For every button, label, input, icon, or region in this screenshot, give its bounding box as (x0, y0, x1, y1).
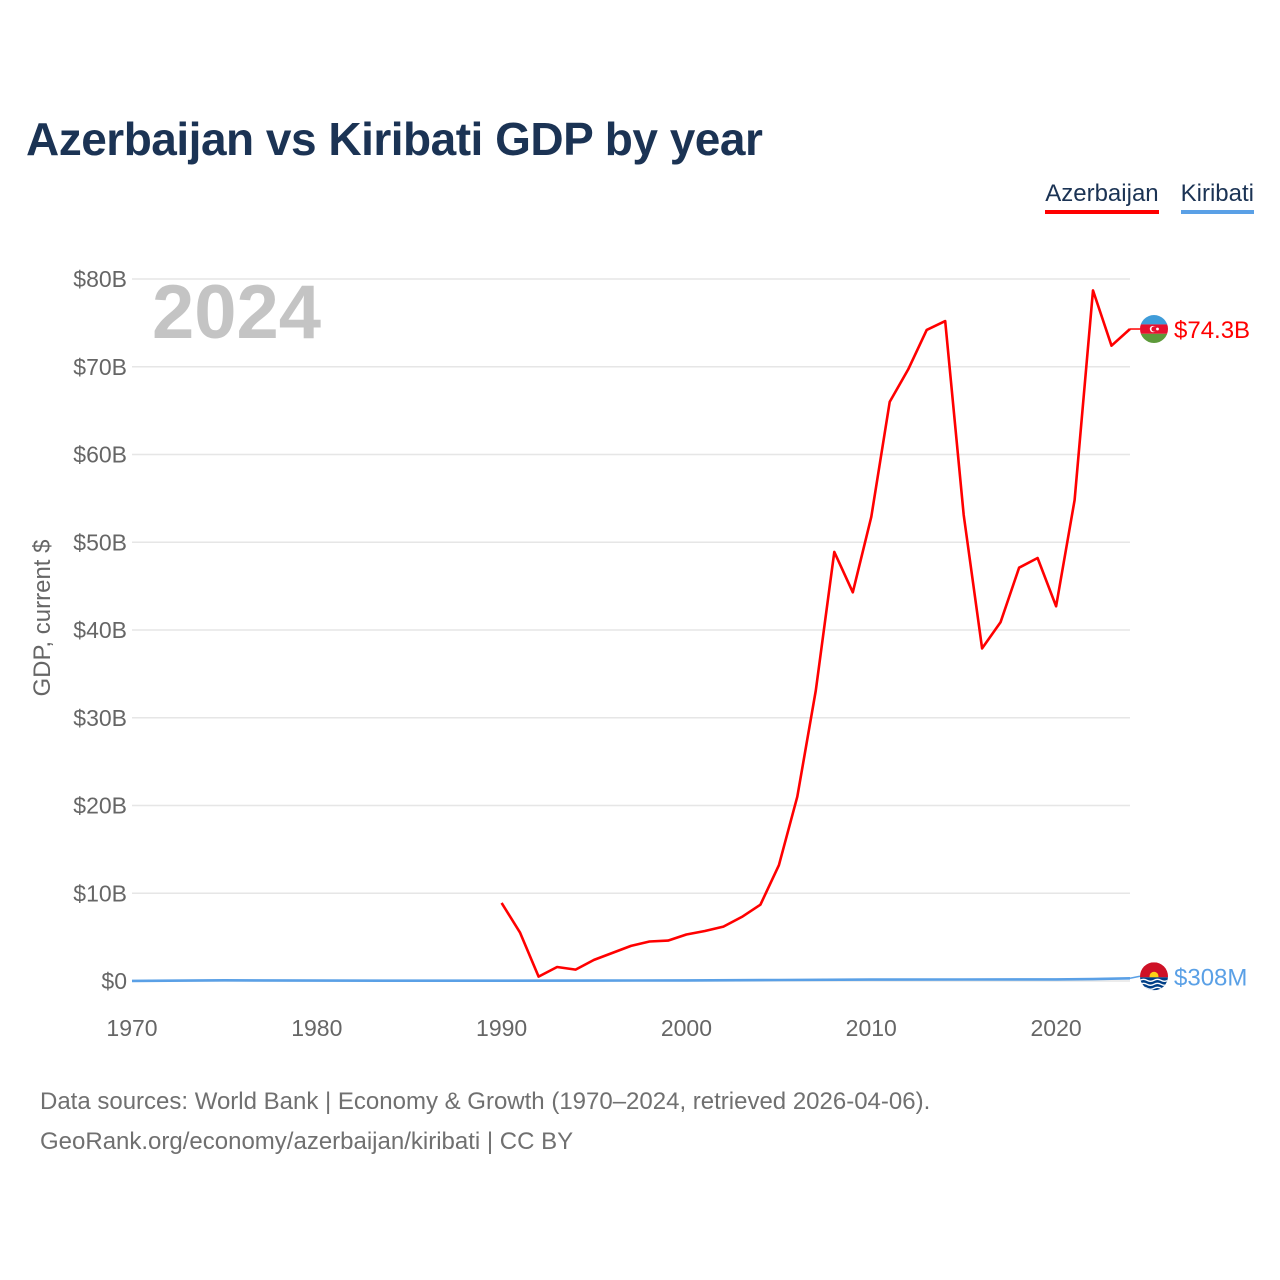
y-axis-ticks: $0 $10B $20B $30B $40B $50B $60B $70B $80B (73, 266, 127, 994)
footer-sources: Data sources: World Bank | Economy & Gro… (40, 1088, 931, 1115)
gdp-line-chart: $0$10B$20B$30B$40B$50B$60B$70B$80B 1970 1… (29, 266, 1250, 1041)
flag-red-top (1140, 962, 1168, 978)
y-tick-label: $20B (73, 793, 127, 819)
flag-stripe-green (1140, 333, 1168, 344)
y-tick-label: $50B (73, 529, 127, 555)
end-label-kiribati: $308M (1174, 964, 1247, 991)
connector-kiribati (1129, 975, 1141, 980)
y-tick-label: $30B (73, 705, 127, 731)
series-line-kiribati (131, 977, 1131, 983)
flag-body (1140, 962, 1168, 991)
x-axis-ticks: 1970 1980 1990 2000 2010 2020 (106, 1015, 1081, 1041)
kiribati-flag-icon (1140, 962, 1168, 991)
year-watermark: 2024 (152, 270, 321, 355)
footer: Data sources: World Bank | Economy & Gro… (40, 1082, 930, 1162)
y-axis-label: GDP, current $ (29, 540, 56, 697)
flag-wave (1140, 978, 1168, 982)
series-end-markers: $74.3B $308M (1129, 315, 1250, 991)
legend-item-azerbaijan[interactable]: Azerbaijan (1045, 180, 1159, 214)
footer-credit[interactable]: GeoRank.org/economy/azerbaijan/kiribati … (40, 1128, 574, 1155)
flag-crescent-cut (1151, 326, 1157, 332)
flag-stripes (1140, 315, 1168, 344)
end-label-azerbaijan: $74.3B (1174, 317, 1250, 344)
chart-title: Azerbaijan vs Kiribati GDP by year (26, 113, 763, 165)
y-tick-label: $80B (73, 266, 127, 292)
y-tick-label: $70B (73, 354, 127, 380)
x-tick-label: 2020 (1030, 1015, 1081, 1041)
x-tick-label: 1980 (291, 1015, 342, 1041)
x-tick-label: 2000 (661, 1015, 712, 1041)
series-line-azerbaijan (500, 289, 1131, 978)
y-tick-label: $10B (73, 880, 127, 906)
flag-stripe-blue (1140, 315, 1168, 325)
flag-wave (1140, 986, 1168, 990)
y-tick-label: $0 (101, 968, 127, 994)
flag-wave (1140, 982, 1168, 986)
legend: Azerbaijan Kiribati (1045, 180, 1254, 214)
x-tick-label: 1990 (476, 1015, 527, 1041)
y-tick-label: $40B (73, 617, 127, 643)
x-tick-label: 2010 (846, 1015, 897, 1041)
azerbaijan-flag-icon (1140, 315, 1168, 344)
series-lines (131, 289, 1131, 983)
y-tick-label: $60B (73, 442, 127, 468)
flag-star (1156, 327, 1159, 331)
legend-item-kiribati[interactable]: Kiribati (1180, 180, 1254, 214)
x-tick-label: 1970 (106, 1015, 157, 1041)
